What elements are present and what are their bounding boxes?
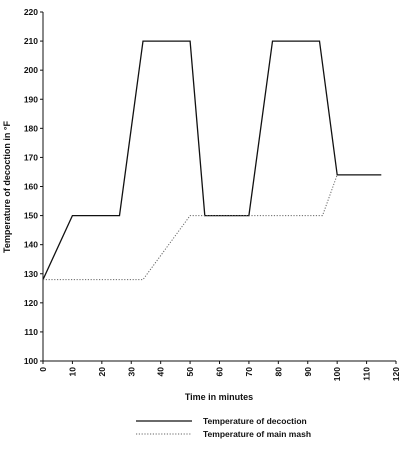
x-tick-label: 60 [215, 367, 225, 377]
y-tick-label: 160 [24, 182, 38, 192]
y-tick-label: 180 [24, 123, 38, 133]
y-tick-label: 100 [24, 356, 38, 366]
x-tick-label: 100 [332, 367, 342, 381]
plot-area: 100110120130140150160170180190200210220 … [24, 7, 400, 381]
x-tick-label: 80 [273, 367, 283, 377]
y-tick-label: 210 [24, 36, 38, 46]
y-tick-label: 220 [24, 7, 38, 17]
y-tick-label: 120 [24, 298, 38, 308]
y-tick-label: 200 [24, 65, 38, 75]
y-tick-label: 170 [24, 152, 38, 162]
series-layer [42, 40, 382, 281]
x-tick-label: 0 [38, 367, 48, 372]
x-tick-label: 120 [391, 367, 400, 381]
y-ticks: 100 110 120 130 140 150 160 170 180 190 200 210 220 [24, 7, 43, 366]
x-tick-label: 20 [97, 367, 107, 377]
x-tick-label: 50 [185, 367, 195, 377]
x-tick-label: 30 [126, 367, 136, 377]
x-tick-label: 10 [67, 367, 77, 377]
y-tick-label: 150 [24, 211, 38, 221]
legend-label: Temperature of main mash [203, 429, 311, 439]
y-tick-label: 130 [24, 269, 38, 279]
y-axis-title: Temperature of decoction in °F [2, 121, 12, 253]
x-tick-label: 70 [244, 367, 254, 377]
x-tick-label: 90 [303, 367, 313, 377]
y-tick-label: 190 [24, 94, 38, 104]
series-line-main-mash [43, 174, 338, 281]
legend: Temperature of decoction Temperature of m… [136, 416, 311, 439]
x-ticks: 0 10 20 30 40 50 60 70 80 90 100 110 120 [38, 361, 400, 381]
x-tick-label: 40 [156, 367, 166, 377]
legend-label: Temperature of decoction [203, 416, 307, 426]
x-axis-title: Time in minutes [185, 392, 253, 402]
y-tick-label: 110 [24, 327, 38, 337]
y-tick-label: 140 [24, 240, 38, 250]
x-tick-label: 110 [362, 367, 372, 381]
series-line-decoction [42, 40, 382, 280]
